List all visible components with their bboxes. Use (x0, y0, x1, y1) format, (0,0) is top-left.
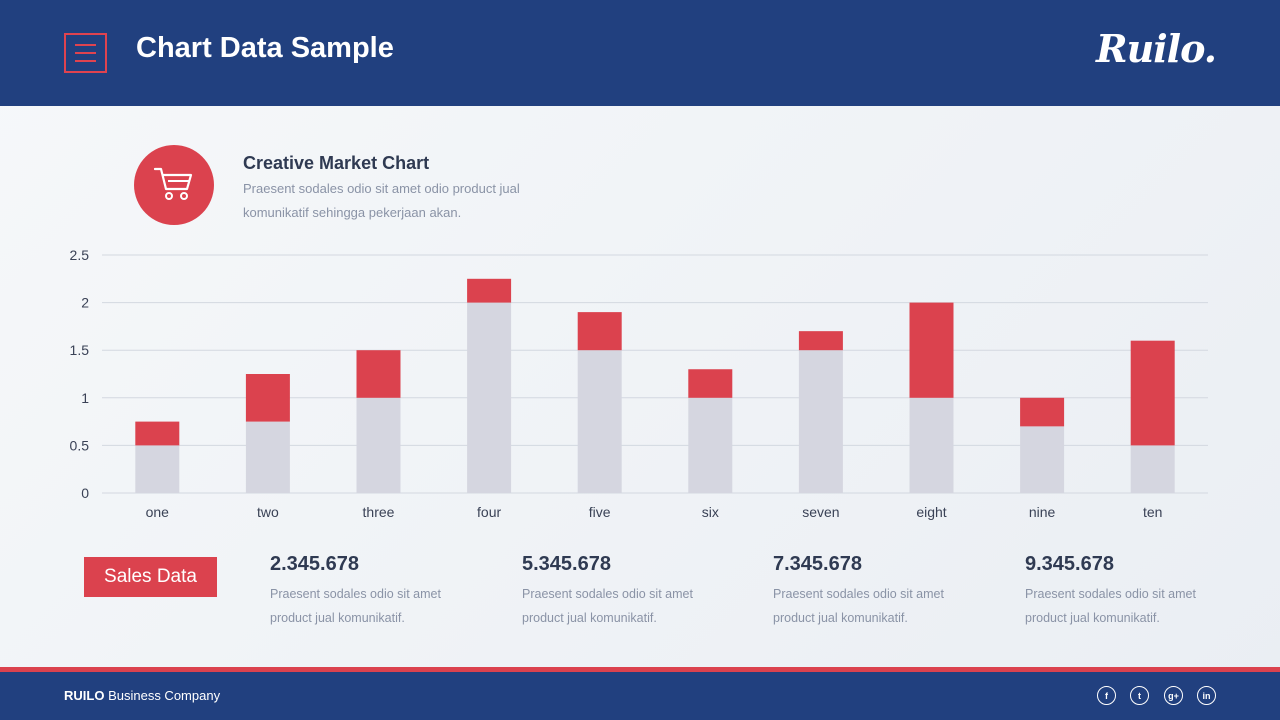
stat-value: 7.345.678 (773, 553, 862, 575)
bar-eight-series-1 (909, 397, 954, 493)
stat-item: 5.345.678 Praesent sodales odio sit amet… (522, 553, 732, 630)
stat-value: 9.345.678 (1025, 553, 1114, 575)
y-tick-label: 0.5 (70, 437, 90, 453)
y-tick-label: 1.5 (70, 342, 90, 358)
x-tick-label: four (477, 504, 501, 520)
x-tick-label: three (363, 504, 395, 520)
chart-description: Praesent sodales odio sit amet odio prod… (243, 181, 520, 220)
shopping-cart-icon (154, 167, 193, 200)
bar-two-series-2 (245, 374, 290, 422)
bar-four-series-2 (467, 278, 512, 303)
chart-x-axis: one two three four five six seven eight nine ten (146, 504, 1163, 520)
stat-description: Praesent sodales odio sit amet product j… (773, 587, 944, 625)
header-bar: Chart Data Sample Ruilo. (0, 0, 1280, 106)
stat-item: 9.345.678 Praesent sodales odio sit amet… (1025, 553, 1235, 630)
brand-logo: Ruilo. (1096, 26, 1217, 71)
stat-value: 5.345.678 (522, 553, 611, 575)
y-tick-label: 1 (81, 390, 89, 406)
facebook-icon[interactable]: f (1097, 686, 1116, 705)
stat-description: Praesent sodales odio sit amet product j… (270, 587, 441, 625)
bar-five-series-2 (577, 312, 622, 351)
bar-ten-series-1 (1130, 445, 1175, 493)
y-tick-label: 2 (81, 295, 89, 311)
bar-seven-series-2 (798, 331, 843, 351)
bar-three-series-1 (356, 397, 401, 493)
x-tick-label: seven (802, 504, 839, 520)
cart-badge (134, 145, 214, 225)
linkedin-icon[interactable]: in (1197, 686, 1216, 705)
chart-bars (135, 278, 1175, 493)
page-title: Chart Data Sample (136, 32, 394, 64)
bar-seven-series-1 (798, 350, 843, 493)
bar-ten-series-2 (1130, 340, 1175, 446)
bar-six-series-2 (688, 369, 733, 398)
footer-company: RUILO Business Company (64, 688, 220, 703)
bar-eight-series-2 (909, 302, 954, 398)
twitter-icon[interactable]: t (1130, 686, 1149, 705)
x-tick-label: eight (916, 504, 946, 520)
y-tick-label: 0 (81, 485, 89, 501)
bar-nine-series-1 (1020, 426, 1065, 493)
google-plus-icon[interactable]: g+ (1164, 686, 1183, 705)
x-tick-label: six (702, 504, 719, 520)
x-tick-label: nine (1029, 504, 1056, 520)
chart-y-axis: 0 0.5 1 1.5 2 2.5 (70, 247, 90, 501)
menu-icon[interactable] (64, 33, 107, 73)
sales-data-label: Sales Data (84, 557, 217, 597)
footer-company-bold: RUILO (64, 688, 105, 703)
stacked-bar-chart: 0 0.5 1 1.5 2 2.5 one two three four five six seven… (70, 247, 1208, 520)
bar-four-series-1 (467, 302, 512, 493)
footer-company-rest: Business Company (104, 688, 221, 703)
stat-item: 7.345.678 Praesent sodales odio sit amet… (773, 553, 983, 630)
x-tick-label: one (146, 504, 170, 520)
stat-value: 2.345.678 (270, 553, 359, 575)
bar-one-series-2 (135, 421, 180, 446)
bar-six-series-1 (688, 397, 733, 493)
footer-bar: RUILO Business Company f t g+ in (0, 672, 1280, 720)
x-tick-label: two (257, 504, 279, 520)
chart-heading: Creative Market Chart (243, 153, 430, 173)
x-tick-label: five (589, 504, 611, 520)
bar-three-series-2 (356, 350, 401, 398)
stat-item: 2.345.678 Praesent sodales odio sit amet… (270, 553, 480, 630)
footer-accent-line (0, 667, 1280, 672)
stat-description: Praesent sodales odio sit amet product j… (1025, 587, 1196, 625)
y-tick-label: 2.5 (70, 247, 90, 263)
bar-nine-series-2 (1020, 397, 1065, 427)
bar-two-series-1 (245, 421, 290, 493)
x-tick-label: ten (1143, 504, 1162, 520)
bar-one-series-1 (135, 445, 180, 493)
stat-description: Praesent sodales odio sit amet product j… (522, 587, 693, 625)
bar-five-series-1 (577, 350, 622, 493)
